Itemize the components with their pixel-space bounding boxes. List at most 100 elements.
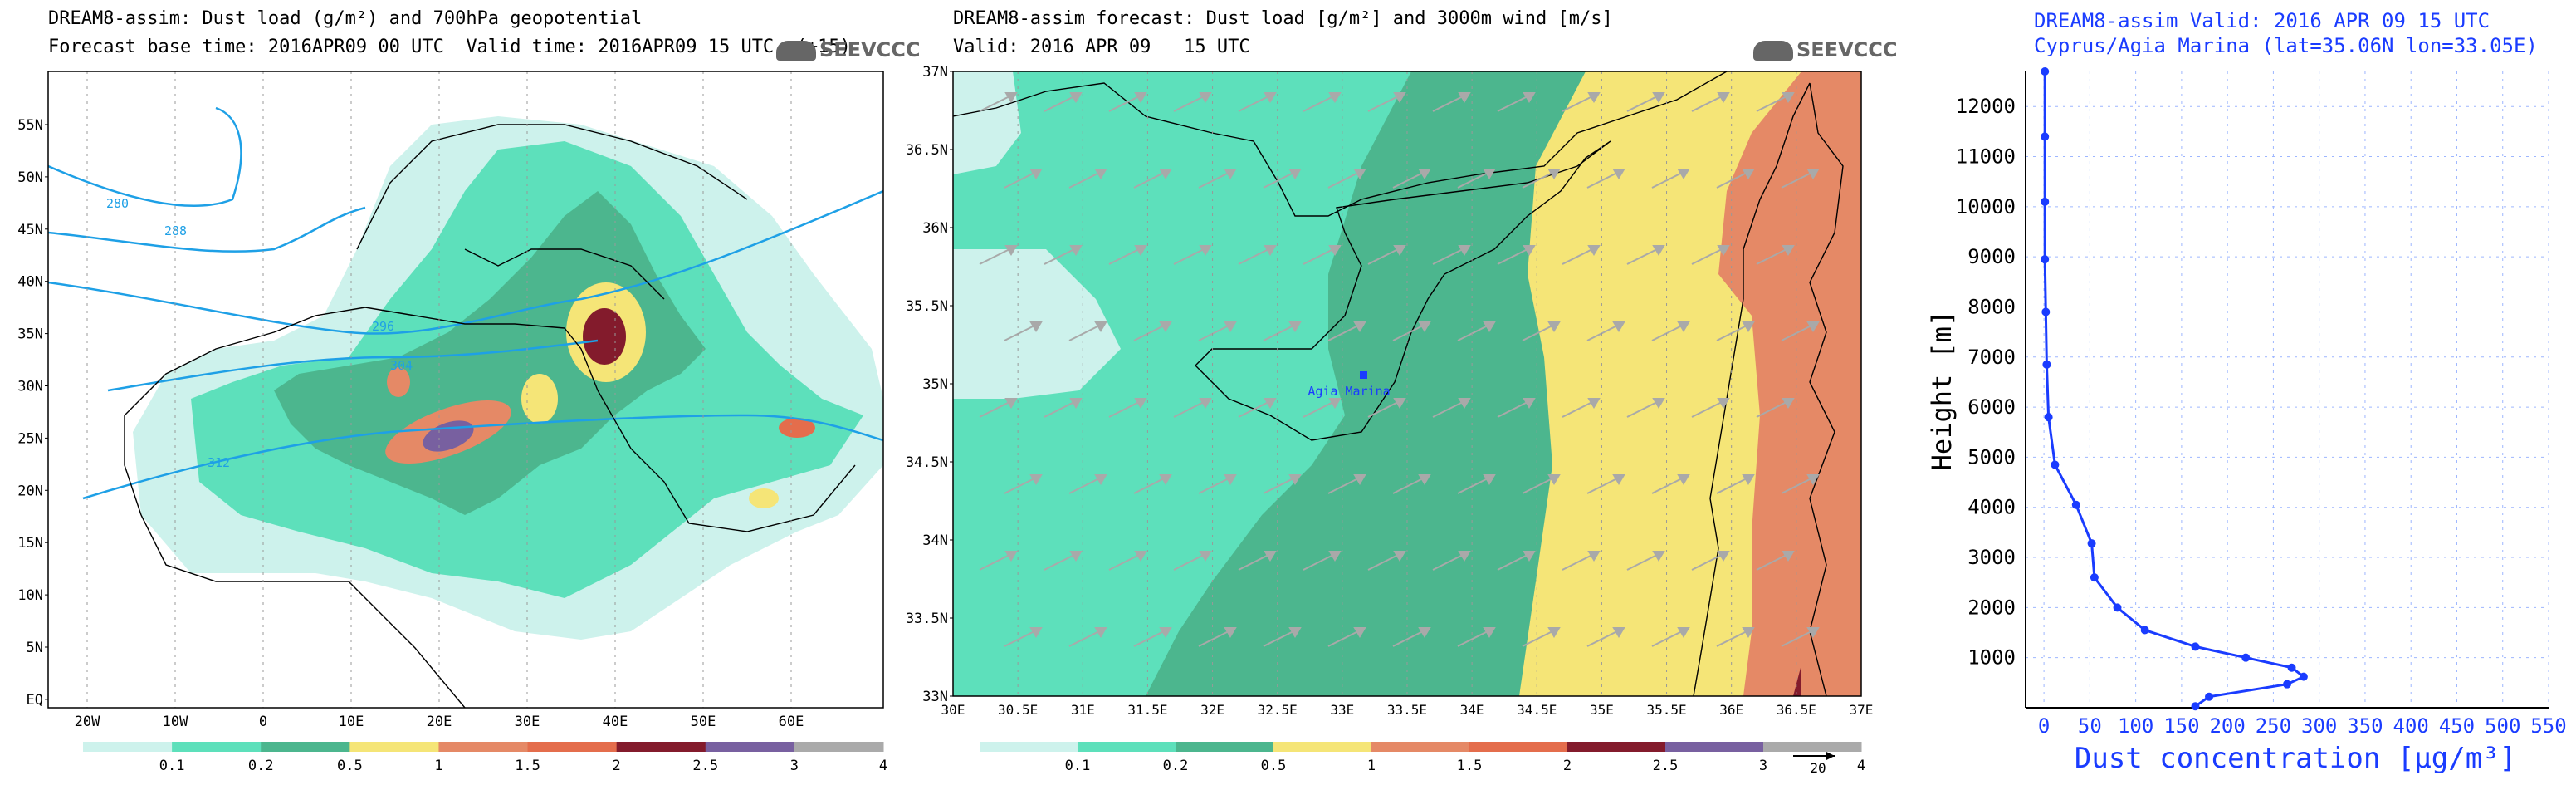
panel2-lat-labels: 37N 36.5N 36N 35.5N 35N 34.5N 34N 33.5N 33N: [906, 64, 953, 705]
wind-arrow: [1756, 552, 1791, 571]
wind-arrowhead: [1353, 169, 1366, 179]
wind-arrow: [1068, 323, 1103, 341]
colorbar-label: 1: [1367, 758, 1376, 774]
wind-arrowhead: [1288, 474, 1302, 485]
y-tick-label: 10000: [1956, 195, 2016, 218]
wind-arrow: [1716, 629, 1751, 647]
wind-arrowhead: [1328, 245, 1342, 256]
wind-arrow: [1562, 247, 1596, 265]
station-marker: [1360, 371, 1367, 379]
wind-arrow: [1263, 170, 1298, 189]
wind-arrow: [1173, 552, 1208, 571]
colorbar-label: 0.1: [1065, 758, 1091, 774]
wind-arrow: [1004, 629, 1039, 647]
wind-arrow: [1198, 323, 1233, 341]
wind-arrow: [1392, 629, 1427, 647]
wind-scale: 20: [1793, 752, 1835, 776]
wind-arrowhead: [1159, 627, 1172, 638]
colorbar-label: 1.5: [515, 758, 540, 774]
wind-arrowhead: [1199, 551, 1212, 562]
wind-arrowhead: [1782, 398, 1795, 409]
wind-arrow: [1238, 247, 1273, 265]
wind-arrowhead: [1547, 474, 1561, 485]
panel1-colorbar-labels: 0.1 0.2 0.5 1 1.5 2 2.5 3 4: [159, 758, 887, 774]
wind-arrow: [1716, 476, 1751, 494]
wind-arrow: [1238, 94, 1273, 112]
colorbar-swatch: [527, 742, 618, 752]
wind-arrow: [1133, 323, 1168, 341]
contour-label-304: 304: [390, 358, 413, 373]
contour-label-312: 312: [208, 455, 230, 470]
dust-hotspot-3: [521, 374, 558, 424]
lon-label: 20E: [427, 714, 452, 730]
wind-arrowhead: [1652, 398, 1665, 409]
wind-arrowhead: [1652, 92, 1665, 103]
wind-arrowhead: [1094, 321, 1107, 332]
coastline-europe: [356, 124, 748, 250]
wind-arrowhead: [1547, 627, 1561, 638]
wind-arrow: [1173, 247, 1208, 265]
colorbar-label: 2: [1563, 758, 1572, 774]
wind-arrowhead: [1264, 92, 1277, 103]
contour-label-288: 288: [164, 223, 187, 238]
wind-arrow: [1263, 323, 1298, 341]
colorbar-label: 1.5: [1457, 758, 1483, 774]
profile-point: [2113, 603, 2122, 612]
profile-axes: [2025, 71, 2549, 709]
wind-arrow: [1716, 170, 1751, 189]
profile-point: [2071, 500, 2080, 509]
lat-label: 45N: [17, 222, 43, 238]
wind-arrowhead: [1458, 398, 1471, 409]
wind-arrowhead: [1094, 627, 1107, 638]
wind-arrow: [1756, 94, 1791, 112]
colorbar-label: 4: [1857, 758, 1865, 774]
colorbar-swatch: [1176, 742, 1274, 752]
wind-arrow: [1327, 629, 1362, 647]
wind-arrow: [1651, 629, 1686, 647]
wind-arrow: [1327, 170, 1362, 189]
wind-arrow: [1238, 400, 1273, 418]
wind-arrowhead: [1134, 398, 1147, 409]
wind-arrowhead: [1199, 92, 1212, 103]
y-tick-label: 11000: [1956, 145, 2016, 169]
colorbar-label: 1: [434, 758, 442, 774]
wind-arrowhead: [1264, 398, 1277, 409]
wind-arrowhead: [1587, 551, 1601, 562]
wind-arrowhead: [1353, 474, 1366, 485]
panel2-logo: SEEVCCC: [1753, 38, 1898, 61]
wind-arrowhead: [1393, 245, 1406, 256]
contour-280: [48, 106, 242, 208]
wind-arrowhead: [1806, 474, 1820, 485]
wind-arrow: [1004, 170, 1039, 189]
x-tick-label: 200: [2209, 714, 2245, 738]
wind-arrow: [979, 552, 1014, 571]
wind-arrow: [1392, 170, 1427, 189]
wind-arrow: [1457, 323, 1492, 341]
wind-arrowhead: [1288, 627, 1302, 638]
panel2-coastlines: [953, 71, 1844, 696]
wind-arrow: [1173, 400, 1208, 418]
wind-arrow: [1303, 247, 1337, 265]
panel1-title: DREAM8-assim: Dust load (g/m²) and 700hP…: [48, 8, 643, 29]
wind-arrowhead: [1418, 169, 1431, 179]
dust-band-high: [1718, 71, 1861, 696]
x-tick-label: 550: [2530, 714, 2566, 738]
wind-arrowhead: [1523, 92, 1536, 103]
wind-arrowhead: [1328, 551, 1342, 562]
colorbar-swatch: [705, 742, 795, 752]
lon-label: 0: [259, 714, 267, 730]
y-tick-label: 8000: [1967, 295, 2016, 318]
wind-arrowhead: [1224, 169, 1237, 179]
wind-arrowhead: [1418, 474, 1431, 485]
wind-arrow: [1044, 552, 1078, 571]
wind-arrowhead: [1004, 92, 1018, 103]
profile-point: [2205, 692, 2214, 701]
wind-arrow: [1327, 323, 1362, 341]
wind-arrow: [1691, 247, 1726, 265]
lat-label: 33.5N: [906, 611, 948, 627]
cyprus-outline: [1195, 140, 1611, 441]
lon-label: 20W: [75, 714, 100, 730]
wind-arrow: [1522, 323, 1557, 341]
wind-arrowhead: [1029, 321, 1043, 332]
colorbar-label: 0.5: [1261, 758, 1287, 774]
